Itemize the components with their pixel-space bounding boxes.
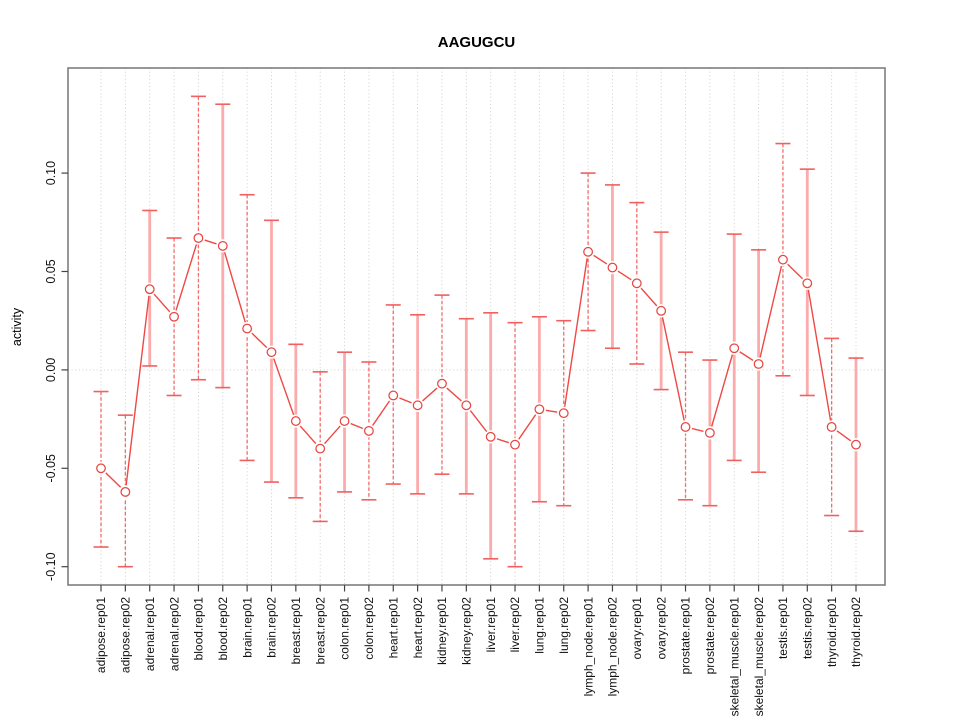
data-point <box>266 347 277 358</box>
x-tick-label: colon.rep01 <box>338 597 352 660</box>
data-point <box>778 254 788 265</box>
x-tick-label: lymph_node.rep01 <box>581 597 595 697</box>
series-line <box>100 237 857 494</box>
x-tick-label: testis.rep01 <box>776 597 790 659</box>
error-bars <box>93 95 864 568</box>
data-point <box>583 246 594 257</box>
x-tick-label: colon.rep02 <box>362 597 376 660</box>
data-point <box>339 416 350 426</box>
data-point <box>510 439 520 450</box>
x-tick-label: adrenal.rep02 <box>167 597 181 671</box>
y-tick-label: 0.00 <box>44 358 58 382</box>
data-point <box>315 443 326 454</box>
y-axis: -0.10 -0.05 0.00 0.05 0.10 <box>44 161 68 581</box>
x-tick-label: thyroid.rep01 <box>825 597 839 667</box>
data-point <box>851 439 861 450</box>
y-tick-label: 0.10 <box>44 161 58 185</box>
plot-box <box>67 67 886 586</box>
x-tick-label: kidney.rep01 <box>435 597 449 665</box>
x-tick-label: lymph_node.rep02 <box>606 597 620 697</box>
x-tick-label: breast.rep02 <box>313 597 327 665</box>
data-point <box>388 390 399 401</box>
x-tick-label: thyroid.rep02 <box>849 597 863 667</box>
x-tick-label: lung.rep01 <box>533 597 547 654</box>
data-point <box>704 427 715 438</box>
x-tick-label: adipose.rep02 <box>119 597 133 673</box>
x-tick-label: kidney.rep02 <box>460 597 474 665</box>
data-point <box>242 323 253 334</box>
x-tick-label: prostate.rep01 <box>679 597 693 675</box>
x-tick-label: brain.rep02 <box>265 597 279 658</box>
x-tick-label: heart.rep02 <box>411 597 425 659</box>
data-point <box>217 240 228 251</box>
x-tick-label: prostate.rep02 <box>703 597 717 675</box>
data-point <box>290 416 301 426</box>
x-tick-label: blood.rep01 <box>192 597 206 661</box>
data-point <box>534 404 545 415</box>
data-point <box>729 343 740 354</box>
data-point <box>144 284 155 295</box>
x-tick-label: liver.rep01 <box>484 597 498 653</box>
data-point <box>169 311 179 322</box>
x-tick-label: skeletal_muscle.rep02 <box>752 597 766 717</box>
data-point <box>656 305 667 316</box>
x-tick-label: heart.rep01 <box>386 597 400 659</box>
x-tick-label: breast.rep01 <box>289 597 303 665</box>
data-point <box>412 400 423 411</box>
data-point <box>120 486 131 497</box>
x-tick-label: lung.rep02 <box>557 597 571 654</box>
x-tick-label: adipose.rep01 <box>94 597 108 673</box>
series-polyline <box>100 237 857 494</box>
data-point <box>826 422 837 432</box>
data-point <box>96 463 106 474</box>
data-point <box>802 278 813 289</box>
data-point <box>558 408 569 419</box>
data-point <box>753 359 764 369</box>
chart-title: AAGUGCU <box>437 34 516 51</box>
data-point <box>631 278 642 289</box>
data-points <box>96 233 861 497</box>
x-tick-label: testis.rep02 <box>800 597 814 659</box>
data-point <box>193 233 204 243</box>
data-point <box>680 422 691 432</box>
x-tick-label: liver.rep02 <box>508 597 522 653</box>
x-tick-label: ovary.rep02 <box>654 597 668 660</box>
data-point <box>485 431 496 442</box>
gridlines <box>68 68 885 585</box>
y-tick-label: -0.10 <box>44 552 58 581</box>
y-tick-label: 0.05 <box>44 259 58 283</box>
x-axis: adipose.rep01 adipose.rep02 adrenal.rep01 a… <box>94 585 863 716</box>
plot-border <box>67 67 886 586</box>
x-tick-label: blood.rep02 <box>216 597 230 661</box>
data-point <box>607 262 618 273</box>
y-tick-label: -0.05 <box>44 454 58 483</box>
x-tick-label: adrenal.rep01 <box>143 597 157 671</box>
point-halos <box>94 231 863 499</box>
data-point <box>437 378 447 389</box>
data-point <box>363 425 374 436</box>
x-tick-label: ovary.rep01 <box>630 597 644 660</box>
x-tick-label: skeletal_muscle.rep01 <box>727 597 741 717</box>
data-point <box>461 400 472 411</box>
x-tick-label: brain.rep01 <box>240 597 254 658</box>
